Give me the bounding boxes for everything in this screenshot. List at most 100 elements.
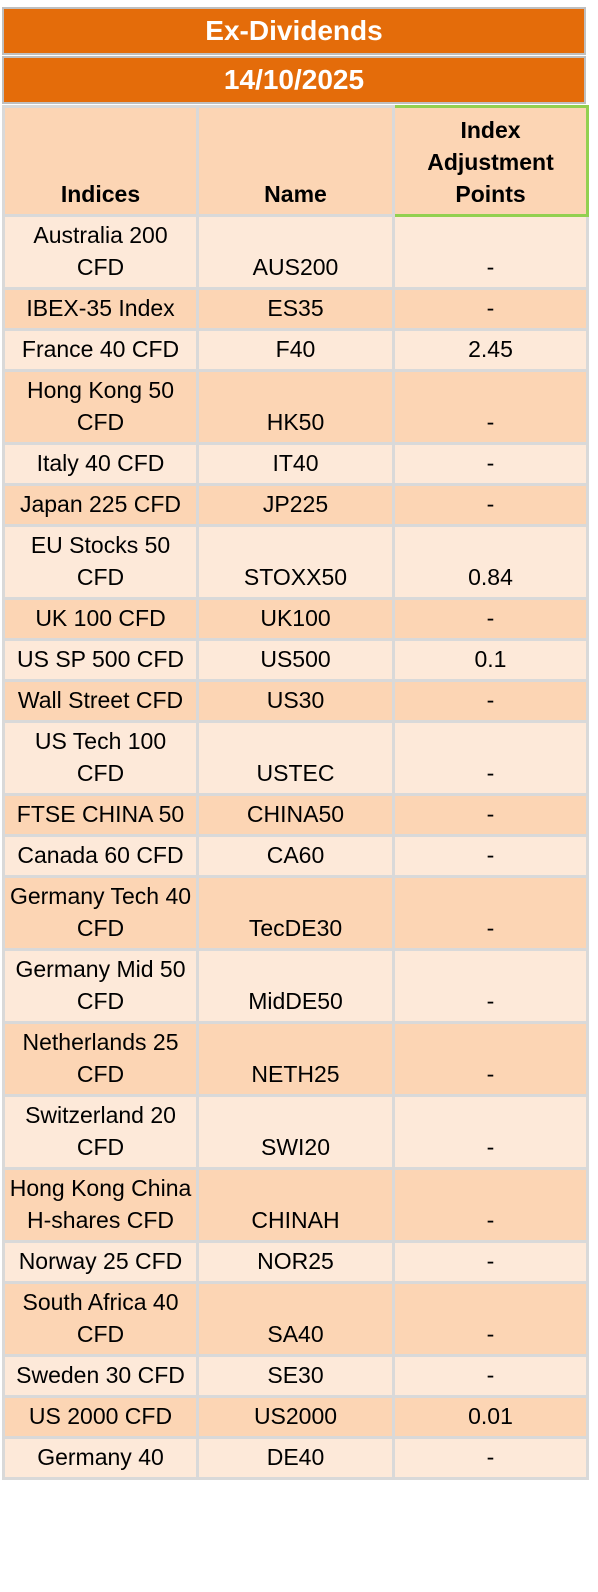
cell-index: South Africa 40 CFD xyxy=(2,1281,199,1357)
cell-name: UK100 xyxy=(196,597,395,641)
cell-points: - xyxy=(392,793,589,837)
table-row: Canada 60 CFD CA60- xyxy=(2,834,589,878)
cell-index: US Tech 100 CFD xyxy=(2,720,199,796)
table-row: France 40 CFD F40 2.45 xyxy=(2,328,589,372)
table-row: Germany 40 DE40- xyxy=(2,1436,589,1480)
cell-points: - xyxy=(392,834,589,878)
cell-name: AUS200 xyxy=(196,214,395,290)
cell-points: - xyxy=(392,1021,589,1097)
cell-points: - xyxy=(392,1354,589,1398)
table-row: Germany Tech 40 CFD TecDE30- xyxy=(2,875,589,951)
cell-index: Italy 40 CFD xyxy=(2,442,199,486)
cell-points: 0.1 xyxy=(392,638,589,682)
cell-name: TecDE30 xyxy=(196,875,395,951)
header-name: Name xyxy=(196,105,395,217)
cell-name: CHINA50 xyxy=(196,793,395,837)
cell-points: - xyxy=(392,1240,589,1284)
cell-name: HK50 xyxy=(196,369,395,445)
cell-name: IT40 xyxy=(196,442,395,486)
cell-points: - xyxy=(392,679,589,723)
cell-points: - xyxy=(392,597,589,641)
sheet-title: Ex-Dividends xyxy=(2,7,586,55)
cell-points: - xyxy=(392,948,589,1024)
cell-index: Germany 40 xyxy=(2,1436,199,1480)
cell-index: Sweden 30 CFD xyxy=(2,1354,199,1398)
cell-points: - xyxy=(392,1167,589,1243)
table-row: Sweden 30 CFD SE30- xyxy=(2,1354,589,1398)
cell-name: USTEC xyxy=(196,720,395,796)
cell-index: France 40 CFD xyxy=(2,328,199,372)
cell-index: Norway 25 CFD xyxy=(2,1240,199,1284)
cell-points: - xyxy=(392,483,589,527)
cell-index: Switzerland 20 CFD xyxy=(2,1094,199,1170)
cell-name: US500 xyxy=(196,638,395,682)
cell-name: F40 xyxy=(196,328,395,372)
table-row: US SP 500 CFD US500 0.1 xyxy=(2,638,589,682)
cell-name: ES35 xyxy=(196,287,395,331)
cell-index: US 2000 CFD xyxy=(2,1395,199,1439)
table-row: Norway 25 CFD NOR25- xyxy=(2,1240,589,1284)
table-row: Switzerland 20 CFD SWI20- xyxy=(2,1094,589,1170)
cell-name: STOXX50 xyxy=(196,524,395,600)
table-row: US 2000 CFD US2000 0.01 xyxy=(2,1395,589,1439)
table-row: Japan 225 CFD JP225- xyxy=(2,483,589,527)
cell-name: NETH25 xyxy=(196,1021,395,1097)
cell-points: 2.45 xyxy=(392,328,589,372)
ex-dividends-sheet: Ex-Dividends 14/10/2025 Indices Name Ind… xyxy=(2,7,589,1480)
header-adjustment-points: Index Adjustment Points xyxy=(392,105,589,217)
table-row: Wall Street CFD US30- xyxy=(2,679,589,723)
table-row: Netherlands 25 CFD NETH25- xyxy=(2,1021,589,1097)
cell-index: Hong Kong 50 CFD xyxy=(2,369,199,445)
cell-name: JP225 xyxy=(196,483,395,527)
cell-index: Germany Mid 50 CFD xyxy=(2,948,199,1024)
cell-points: - xyxy=(392,287,589,331)
cell-points: - xyxy=(392,1436,589,1480)
cell-name: SA40 xyxy=(196,1281,395,1357)
cell-index: UK 100 CFD xyxy=(2,597,199,641)
sheet-date: 14/10/2025 xyxy=(2,56,586,104)
table-row: EU Stocks 50 CFD STOXX50 0.84 xyxy=(2,524,589,600)
cell-points: - xyxy=(392,369,589,445)
cell-index: FTSE CHINA 50 xyxy=(2,793,199,837)
table-row: IBEX-35 Index ES35- xyxy=(2,287,589,331)
table-body: Australia 200 CFD AUS200- IBEX-35 Index ES3… xyxy=(2,214,589,1480)
cell-name: NOR25 xyxy=(196,1240,395,1284)
cell-index: EU Stocks 50 CFD xyxy=(2,524,199,600)
cell-name: CA60 xyxy=(196,834,395,878)
cell-index: IBEX-35 Index xyxy=(2,287,199,331)
table-row: Germany Mid 50 CFD MidDE50- xyxy=(2,948,589,1024)
table-row: US Tech 100 CFD USTEC - xyxy=(2,720,589,796)
cell-index: Canada 60 CFD xyxy=(2,834,199,878)
table-row: South Africa 40 CFD SA40- xyxy=(2,1281,589,1357)
cell-index: US SP 500 CFD xyxy=(2,638,199,682)
cell-points: 0.01 xyxy=(392,1395,589,1439)
cell-name: SE30 xyxy=(196,1354,395,1398)
cell-index: Germany Tech 40 CFD xyxy=(2,875,199,951)
cell-points: - xyxy=(392,442,589,486)
cell-name: SWI20 xyxy=(196,1094,395,1170)
cell-name: DE40 xyxy=(196,1436,395,1480)
table-row: Italy 40 CFD IT40- xyxy=(2,442,589,486)
cell-index: Netherlands 25 CFD xyxy=(2,1021,199,1097)
cell-name: US30 xyxy=(196,679,395,723)
cell-points: - xyxy=(392,1094,589,1170)
header-indices: Indices xyxy=(2,105,199,217)
cell-points: 0.84 xyxy=(392,524,589,600)
table-row: Hong Kong China H-shares CFD CHINAH - xyxy=(2,1167,589,1243)
cell-points: - xyxy=(392,875,589,951)
table-row: UK 100 CFD UK100- xyxy=(2,597,589,641)
cell-name: US2000 xyxy=(196,1395,395,1439)
table-row: Australia 200 CFD AUS200- xyxy=(2,214,589,290)
cell-points: - xyxy=(392,720,589,796)
cell-name: CHINAH xyxy=(196,1167,395,1243)
header-row: Indices Name Index Adjustment Points xyxy=(2,105,589,217)
cell-index: Hong Kong China H-shares CFD xyxy=(2,1167,199,1243)
table-row: FTSE CHINA 50 CHINA50- xyxy=(2,793,589,837)
cell-index: Wall Street CFD xyxy=(2,679,199,723)
cell-index: Australia 200 CFD xyxy=(2,214,199,290)
cell-index: Japan 225 CFD xyxy=(2,483,199,527)
table-row: Hong Kong 50 CFD HK50- xyxy=(2,369,589,445)
cell-points: - xyxy=(392,214,589,290)
ex-dividends-table: Indices Name Index Adjustment Points Aus… xyxy=(2,105,589,1480)
cell-points: - xyxy=(392,1281,589,1357)
